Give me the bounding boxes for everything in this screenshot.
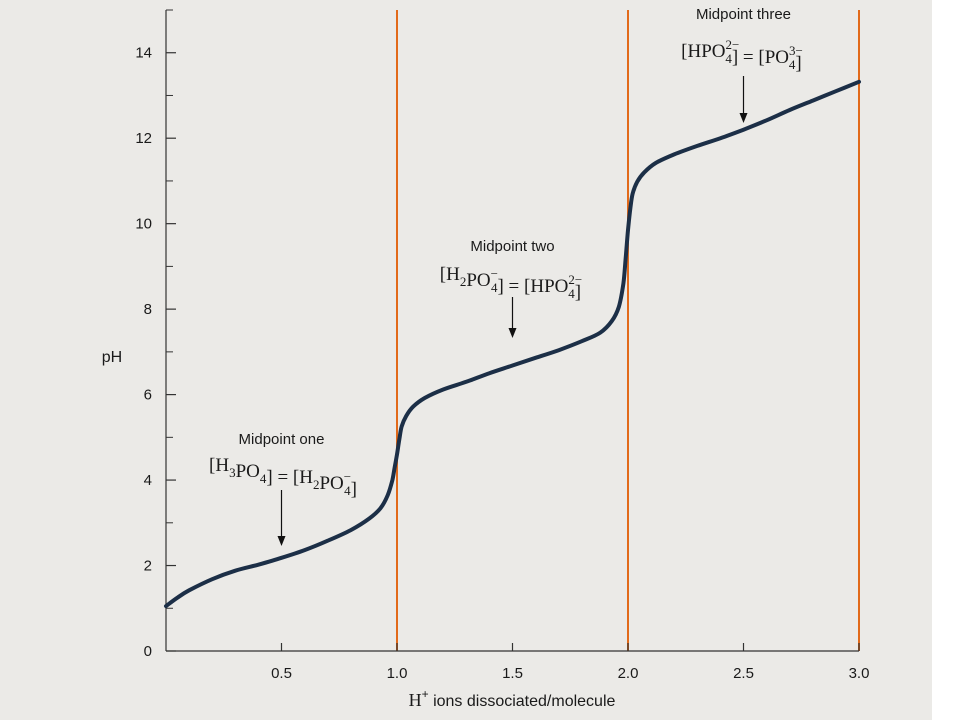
y-tick-label: 10 bbox=[135, 216, 152, 233]
titration-chart: 0 2 4 6 8 10 12 14 0.5 1.0 1.5 2.0 2.5 3.0 Midpoint o… bbox=[102, 6, 870, 710]
annotation-equation: [H3PO4] = [H2PO− 4] bbox=[209, 455, 357, 500]
x-tick-label: 0.5 bbox=[271, 665, 292, 682]
equation-text: ] = [PO bbox=[732, 47, 789, 68]
annotation-title: Midpoint two bbox=[470, 238, 554, 255]
y-tick-label: 4 bbox=[144, 472, 152, 489]
equation-superscript: 2− bbox=[568, 272, 582, 287]
annotation-equation: [HPO2− 4] = [PO3− 4] bbox=[681, 37, 803, 74]
titration-curve bbox=[164, 79, 861, 609]
equation-text: ] = [HPO bbox=[497, 276, 568, 297]
equation-subscript: 4 bbox=[789, 57, 796, 72]
equation-text: PO bbox=[236, 461, 260, 482]
equation-subscript: 2 bbox=[313, 477, 320, 492]
equation-superscript: − bbox=[344, 469, 351, 484]
equation-subscript: 4 bbox=[491, 280, 498, 295]
y-tick-label: 8 bbox=[144, 301, 152, 318]
equation-text: ] bbox=[351, 479, 357, 500]
annotation-title: Midpoint one bbox=[239, 431, 325, 448]
x-axis-label-superscript: + bbox=[422, 687, 429, 701]
annotations: Midpoint one[H3PO4] = [H2PO− 4]Midpoint t… bbox=[209, 6, 803, 546]
annotation-arrow-head bbox=[739, 113, 748, 123]
x-tick-label: 2.5 bbox=[733, 665, 754, 682]
y-tick-label: 2 bbox=[144, 558, 152, 575]
equation-subscript: 4 bbox=[568, 286, 575, 301]
equation-subscript: 3 bbox=[229, 465, 236, 480]
y-tick-label: 0 bbox=[144, 643, 152, 660]
y-tick-label: 6 bbox=[144, 387, 152, 404]
equation-superscript: − bbox=[491, 266, 498, 281]
reference-lines bbox=[396, 10, 860, 651]
axes: 0 2 4 6 8 10 12 14 0.5 1.0 1.5 2.0 2.5 3.0 bbox=[135, 9, 870, 682]
y-tick-label: 14 bbox=[135, 45, 152, 62]
annotation-equation: [H2PO− 4] = [HPO2− 4] bbox=[440, 264, 582, 303]
x-axis-label-prefix: H bbox=[409, 690, 422, 710]
x-axis-label-rest: ions dissociated/molecule bbox=[429, 693, 616, 710]
annotation-arrow-head bbox=[277, 536, 286, 546]
equation-subscript: 4 bbox=[260, 471, 267, 486]
equation-subscript: 4 bbox=[725, 51, 732, 66]
equation-text: ] bbox=[575, 282, 581, 303]
equation-subscript: 4 bbox=[344, 483, 351, 498]
equation-text: [H bbox=[209, 455, 229, 476]
equation-superscript: 2− bbox=[725, 37, 739, 52]
annotation-title: Midpoint three bbox=[696, 6, 791, 23]
equation-superscript: 3− bbox=[789, 43, 803, 58]
x-tick-label: 3.0 bbox=[849, 665, 870, 682]
y-tick-label: 12 bbox=[135, 130, 152, 147]
x-tick-label: 2.0 bbox=[618, 665, 639, 682]
annotation-arrow-head bbox=[508, 328, 517, 338]
equation-text: [HPO bbox=[681, 41, 725, 62]
equation-text: [H bbox=[440, 264, 460, 285]
equation-text: PO bbox=[466, 270, 490, 291]
x-tick-label: 1.5 bbox=[502, 665, 523, 682]
chart-figure: 0 2 4 6 8 10 12 14 0.5 1.0 1.5 2.0 2.5 3.0 Midpoint o… bbox=[0, 0, 932, 720]
series-layer bbox=[164, 79, 861, 609]
equation-text: ] bbox=[795, 53, 801, 74]
y-axis-label: pH bbox=[102, 349, 122, 366]
x-axis-label: H+ ions dissociated/molecule bbox=[409, 687, 616, 710]
equation-text: PO bbox=[319, 473, 343, 494]
equation-subscript: 2 bbox=[460, 274, 467, 289]
x-tick-label: 1.0 bbox=[387, 665, 408, 682]
equation-text: ] = [H bbox=[266, 467, 313, 488]
